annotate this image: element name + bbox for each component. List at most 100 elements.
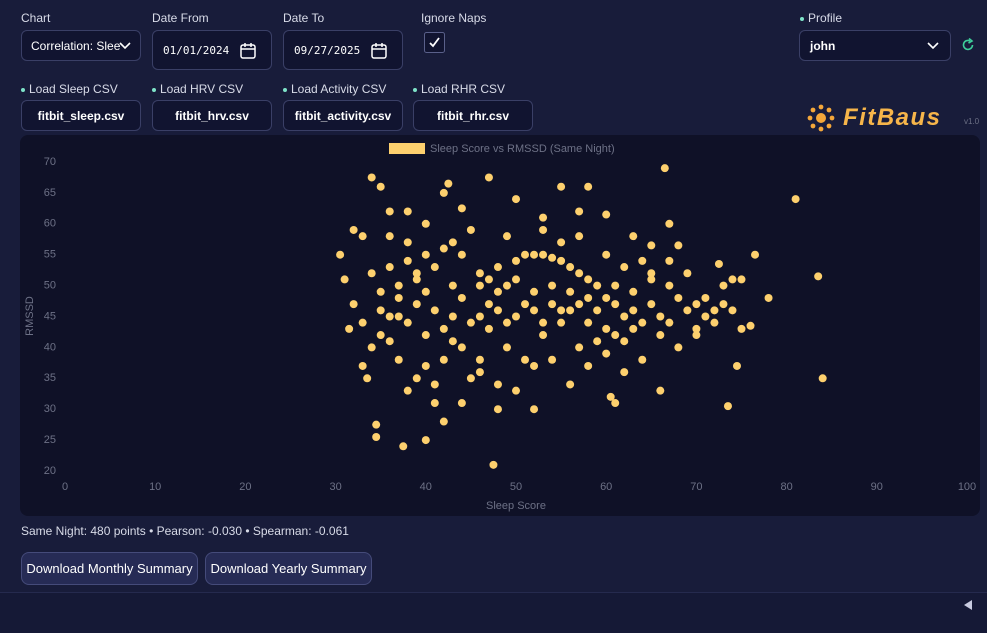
point — [421, 436, 430, 445]
point — [719, 300, 728, 309]
point — [521, 355, 530, 364]
point — [557, 306, 566, 315]
x-tick-label: 10 — [149, 481, 161, 493]
collapse-icon[interactable] — [962, 599, 974, 611]
csv-button[interactable]: fitbit_activity.csv — [283, 100, 403, 131]
point — [539, 318, 548, 327]
download-button[interactable]: Download Monthly Summary — [21, 552, 198, 585]
profile-value: john — [810, 38, 836, 53]
point — [394, 281, 403, 290]
point — [493, 263, 502, 272]
dropdown-icon — [927, 42, 939, 50]
point — [444, 179, 453, 188]
point — [683, 269, 692, 278]
point — [466, 318, 475, 327]
legend-label: Sleep Score vs RMSSD (Same Night) — [430, 143, 615, 155]
point — [475, 312, 484, 321]
point — [358, 232, 367, 241]
point — [575, 269, 584, 278]
point — [620, 312, 629, 321]
csv-button[interactable]: fitbit_sleep.csv — [21, 100, 141, 131]
point — [548, 355, 557, 364]
y-tick-label: 45 — [44, 310, 56, 322]
y-tick-label: 55 — [44, 249, 56, 261]
point — [502, 318, 511, 327]
point — [602, 210, 611, 219]
point — [791, 195, 800, 204]
point — [647, 300, 656, 309]
y-tick-label: 60 — [44, 218, 56, 230]
point — [530, 405, 539, 414]
point — [421, 250, 430, 259]
chart-select[interactable]: Correlation: Slee — [21, 30, 141, 61]
y-tick-label: 70 — [44, 156, 56, 168]
x-tick-label: 30 — [329, 481, 341, 493]
point — [345, 324, 354, 333]
y-axis-label: RMSSD — [24, 296, 36, 336]
point — [372, 420, 381, 429]
csv-button[interactable]: fitbit_rhr.csv — [413, 100, 533, 131]
point — [602, 324, 611, 333]
point — [367, 173, 376, 182]
x-tick-label: 0 — [62, 481, 68, 493]
point — [539, 225, 548, 234]
point — [575, 343, 584, 352]
point — [660, 164, 669, 173]
y-tick-label: 30 — [44, 403, 56, 415]
profile-label: Profile — [800, 11, 842, 25]
point — [399, 442, 408, 451]
date-to-input[interactable]: 09/27/2025 — [283, 30, 403, 70]
point — [575, 232, 584, 241]
point — [638, 355, 647, 364]
calendar-icon[interactable] — [370, 42, 388, 60]
point — [566, 287, 575, 296]
point — [548, 281, 557, 290]
point — [421, 331, 430, 340]
point — [502, 232, 511, 241]
ignore-naps-checkbox[interactable] — [424, 32, 445, 53]
point — [723, 402, 732, 411]
point — [606, 392, 615, 401]
point — [512, 275, 520, 284]
point — [363, 374, 372, 383]
point — [448, 337, 457, 346]
point — [349, 225, 358, 234]
csv-label: Load RHR CSV — [413, 82, 505, 96]
point — [421, 219, 430, 228]
point — [475, 355, 484, 364]
point — [530, 361, 539, 370]
point — [683, 306, 692, 315]
csv-button[interactable]: fitbit_hrv.csv — [152, 100, 272, 131]
point — [692, 300, 701, 309]
point — [674, 293, 683, 302]
point — [502, 343, 511, 352]
point — [602, 293, 611, 302]
point — [340, 275, 349, 284]
point — [403, 256, 412, 265]
point — [349, 300, 358, 309]
point — [746, 321, 755, 330]
point — [714, 259, 723, 268]
point — [475, 269, 484, 278]
point — [439, 188, 448, 197]
point — [421, 361, 430, 370]
point — [647, 275, 656, 284]
point — [665, 219, 674, 228]
point — [566, 380, 575, 389]
point — [611, 281, 620, 290]
x-tick-label: 20 — [239, 481, 251, 493]
x-tick-label: 90 — [871, 481, 883, 493]
calendar-icon[interactable] — [239, 42, 257, 60]
profile-select[interactable]: john — [799, 30, 951, 61]
point — [732, 361, 741, 370]
logo-name: FitBaus — [843, 104, 942, 131]
point — [439, 324, 448, 333]
point — [466, 225, 475, 234]
date-from-input[interactable]: 01/01/2024 — [152, 30, 272, 70]
logo-icon — [807, 104, 835, 132]
refresh-icon[interactable] — [961, 38, 975, 52]
point — [385, 232, 394, 241]
download-button[interactable]: Download Yearly Summary — [205, 552, 372, 585]
date-from-label: Date From — [152, 11, 209, 25]
point — [638, 318, 647, 327]
